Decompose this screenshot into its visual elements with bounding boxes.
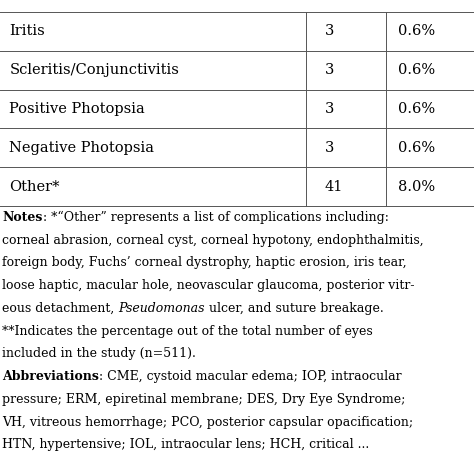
Text: pressure; ERM, epiretinal membrane; DES, Dry Eye Syndrome;: pressure; ERM, epiretinal membrane; DES,… [2,393,406,406]
Text: Other*: Other* [9,180,60,194]
Text: Pseudomonas: Pseudomonas [118,302,205,315]
Text: 3: 3 [325,141,334,155]
Text: Negative Photopsia: Negative Photopsia [9,141,155,155]
Text: 0.6%: 0.6% [398,102,435,116]
Text: included in the study (n=511).: included in the study (n=511). [2,347,196,360]
Text: 3: 3 [325,24,334,38]
Text: Notes: Notes [2,211,43,224]
Text: : *“Other” represents a list of complications including:: : *“Other” represents a list of complica… [43,211,389,224]
Text: 0.6%: 0.6% [398,24,435,38]
Text: HTN, hypertensive; IOL, intraocular lens; HCH, critical ...: HTN, hypertensive; IOL, intraocular lens… [2,438,370,451]
Text: 3: 3 [325,63,334,77]
Text: 8.0%: 8.0% [398,180,435,194]
Text: Iritis: Iritis [9,24,45,38]
Text: ulcer, and suture breakage.: ulcer, and suture breakage. [205,302,384,315]
Text: 41: 41 [325,180,343,194]
Text: : CME, cystoid macular edema; IOP, intraocular: : CME, cystoid macular edema; IOP, intra… [99,370,402,383]
Text: eous detachment,: eous detachment, [2,302,118,315]
Text: foreign body, Fuchs’ corneal dystrophy, haptic erosion, iris tear,: foreign body, Fuchs’ corneal dystrophy, … [2,256,407,269]
Text: 3: 3 [325,102,334,116]
Text: **Indicates the percentage out of the total number of eyes: **Indicates the percentage out of the to… [2,325,373,337]
Text: loose haptic, macular hole, neovascular glaucoma, posterior vitr-: loose haptic, macular hole, neovascular … [2,279,415,292]
Text: Scleritis/Conjunctivitis: Scleritis/Conjunctivitis [9,63,179,77]
Text: Abbreviations: Abbreviations [2,370,99,383]
Text: Positive Photopsia: Positive Photopsia [9,102,145,116]
Text: 0.6%: 0.6% [398,141,435,155]
Text: 0.6%: 0.6% [398,63,435,77]
Text: corneal abrasion, corneal cyst, corneal hypotony, endophthalmitis,: corneal abrasion, corneal cyst, corneal … [2,234,424,246]
Text: VH, vitreous hemorrhage; PCO, posterior capsular opacification;: VH, vitreous hemorrhage; PCO, posterior … [2,416,413,428]
